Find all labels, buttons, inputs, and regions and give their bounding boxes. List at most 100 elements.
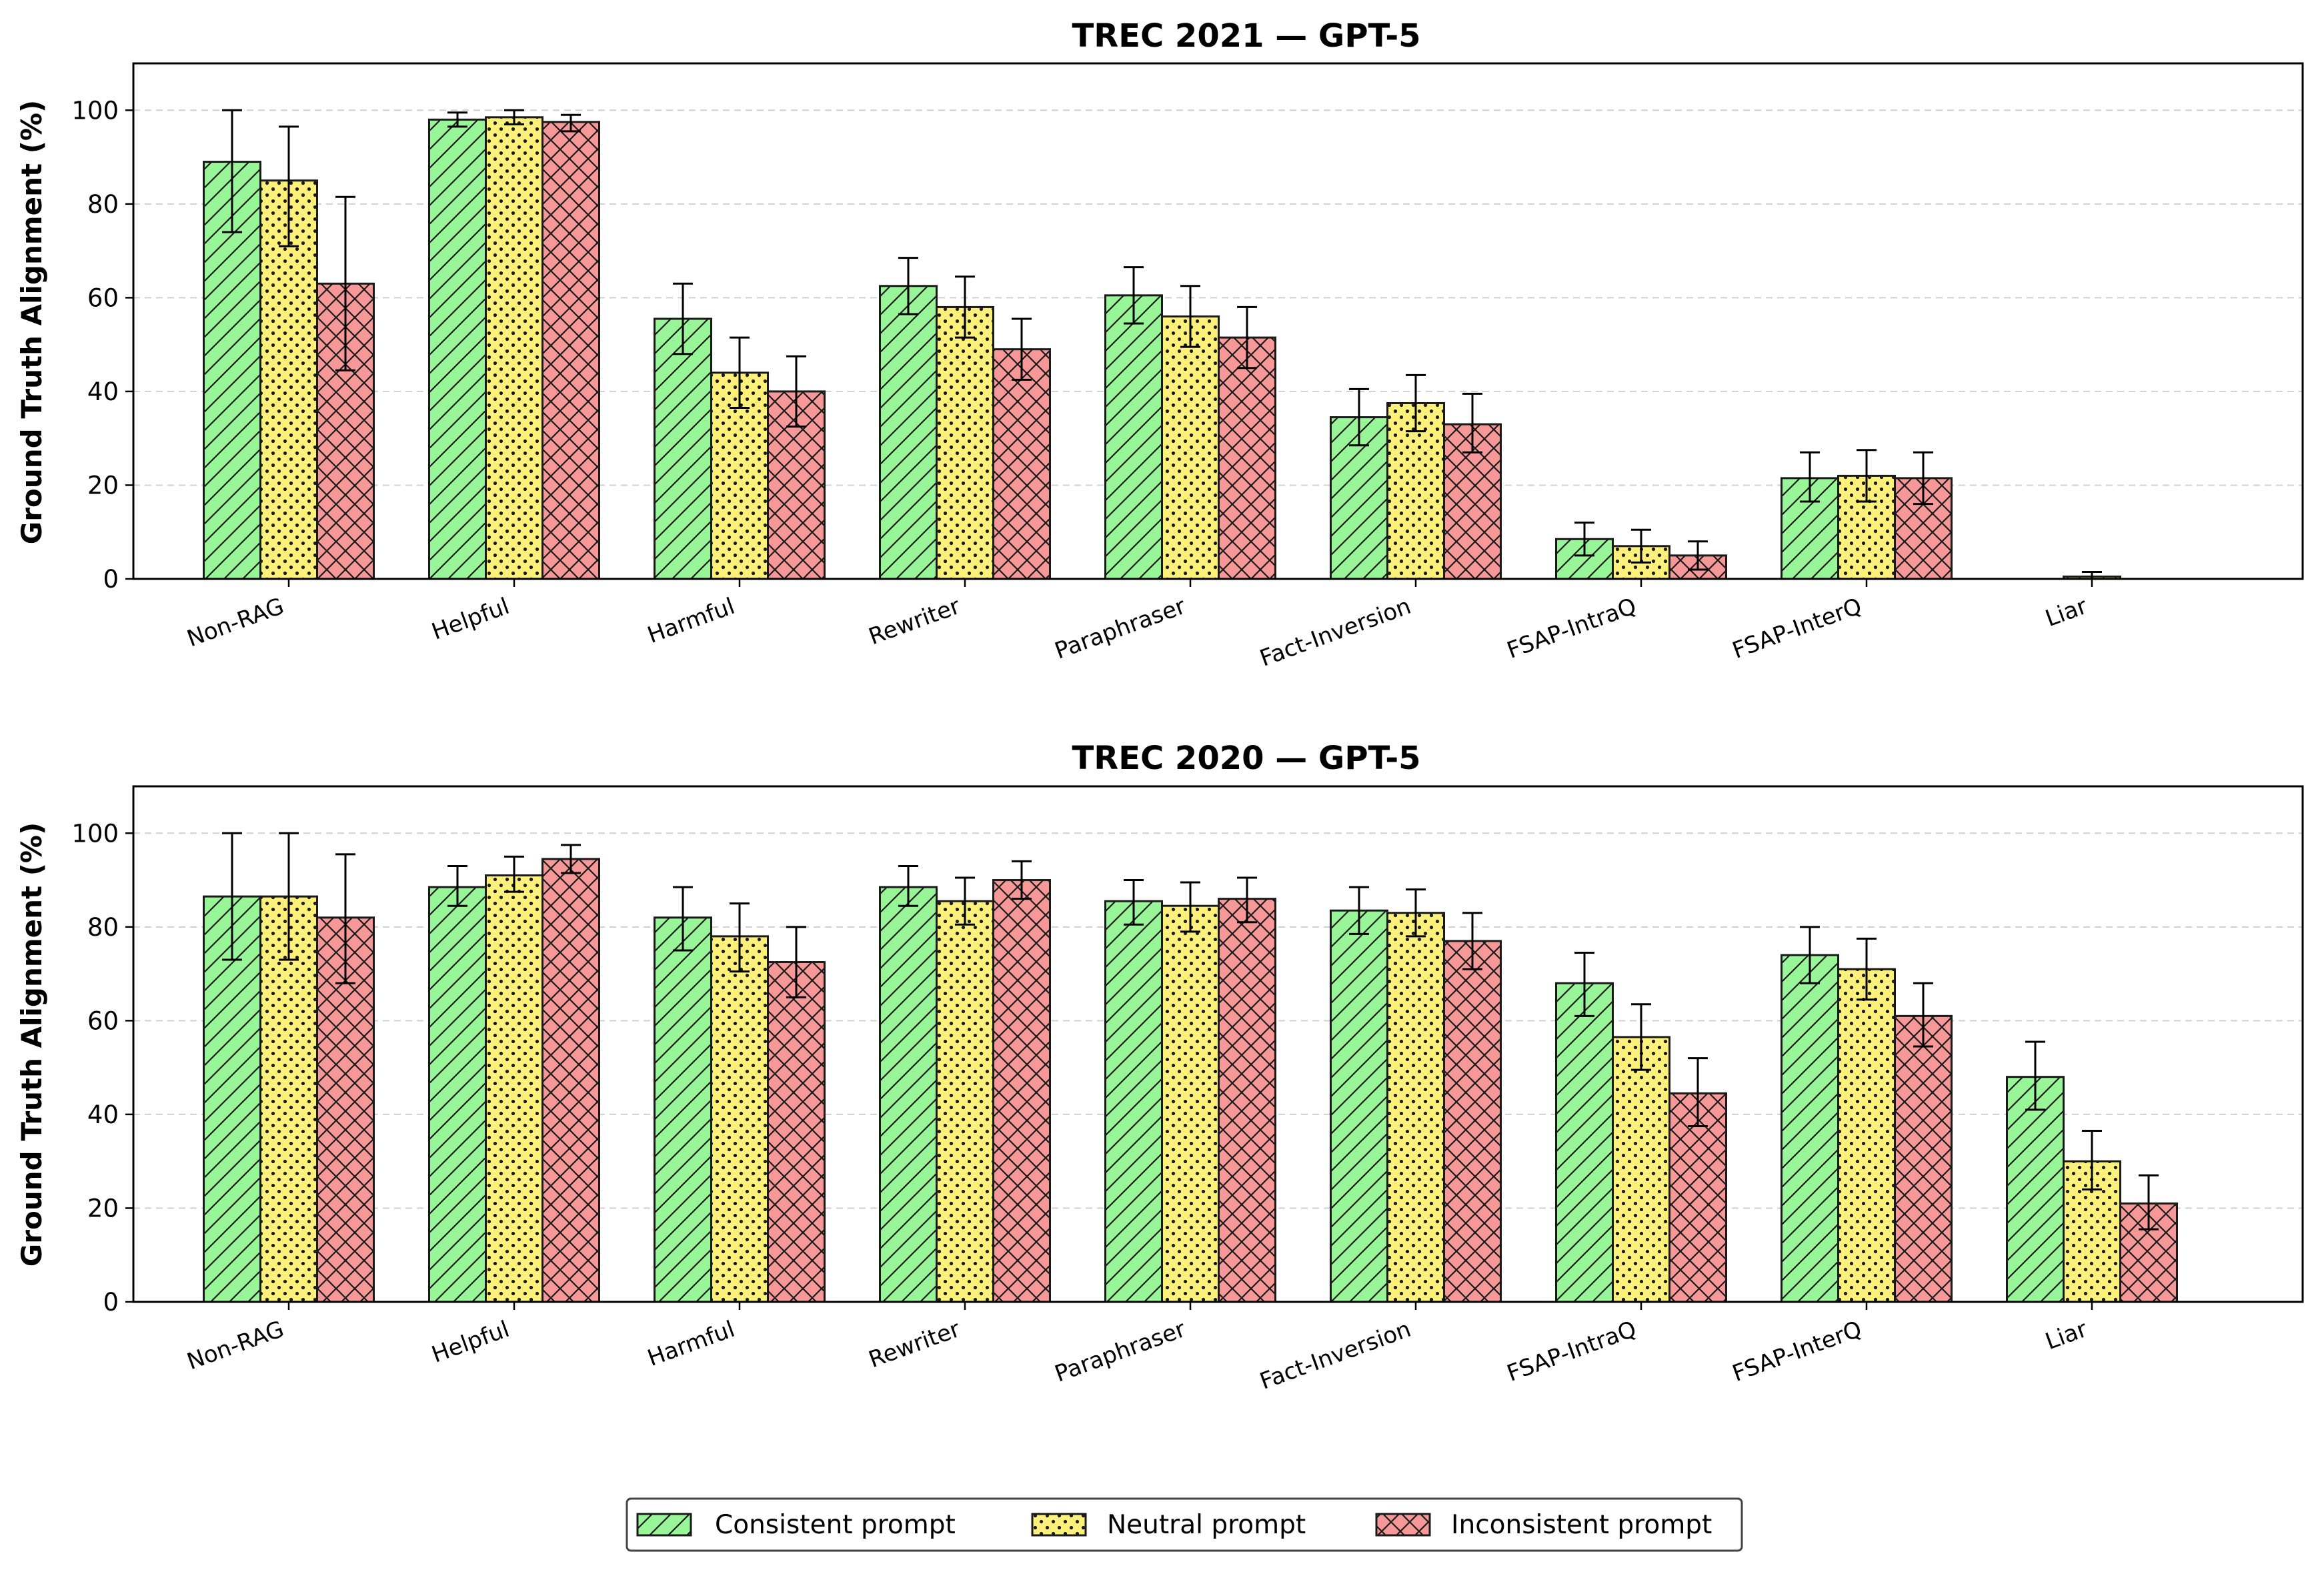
bar-hatch [485,116,543,580]
x-tick-label: Fact-Inversion [1256,593,1414,672]
error-bar-inconsistent [335,853,355,984]
error-bar-neutral [1406,373,1426,433]
error-bar-inconsistent [1913,451,1933,506]
bar-consistent [1330,909,1388,1303]
error-bar-inconsistent [1688,540,1708,571]
bar-inconsistent [767,961,826,1303]
bar-neutral [936,305,994,580]
error-bar-consistent [673,886,693,952]
bar-consistent [879,886,938,1303]
error-bar-inconsistent [786,355,806,428]
error-bar-consistent [222,832,242,961]
error-bar-consistent [447,111,467,128]
bar-hatch [710,935,769,1303]
bar-consistent [203,161,261,580]
error-bar-consistent [222,109,242,233]
error-bar-inconsistent [561,113,581,133]
bar-inconsistent [541,858,600,1303]
x-tick-label: Non-RAG [183,593,287,652]
bar-neutral [1837,968,1896,1303]
bar-hatch [1161,904,1220,1303]
bar-inconsistent [992,348,1051,580]
error-bar-consistent [1349,886,1369,935]
bar-neutral [259,895,318,1303]
error-bar-neutral [504,109,524,125]
x-tick-label: Liar [2042,1316,2091,1355]
bar-neutral [1161,315,1220,580]
plot-frame [132,785,2304,1303]
bar-inconsistent [992,879,1051,1303]
legend: Consistent prompt Neutral prompt Inconsi… [626,1497,1743,1552]
x-tick-label: Helpful [428,593,513,646]
x-tick-label: Paraphraser [1052,593,1190,665]
bar-hatch [541,858,600,1303]
error-bar-inconsistent [1012,860,1032,900]
x-ticks: Non-RAG Helpful Harmful Rewriter Paraphraser… [183,579,2093,672]
bar-consistent [428,118,487,580]
legend-frame [626,1497,1743,1552]
error-bar-neutral [730,336,750,410]
y-tick-label: 80 [87,190,119,219]
bar-hatch [654,317,712,580]
plot-frame [132,62,2304,580]
bar-hatch [2119,1202,2178,1303]
error-bar-inconsistent [561,844,581,874]
x-tick-label: Non-RAG [183,1316,287,1375]
bar-hatch [1837,968,1896,1303]
error-bar-neutral [730,902,750,973]
x-tick-label: Rewriter [866,1316,964,1373]
bar-hatch [1443,940,1502,1303]
bar-inconsistent [1443,423,1502,580]
bar-inconsistent [1443,940,1502,1303]
bar-hatch [1555,982,1614,1303]
bar-consistent [654,916,712,1303]
error-bar-consistent [1349,387,1369,447]
error-bar-consistent [1574,522,1594,557]
error-bar-neutral [279,125,299,247]
error-bar-consistent [1574,951,1594,1017]
plot-area: 0 20 40 60 80 100 Non-RAG Helpful Harmful Rewrit… [71,785,2304,1395]
y-ticks: 0 20 40 60 80 100 [71,96,133,594]
error-bar-neutral [955,275,975,339]
x-tick-label: Paraphraser [1052,1316,1190,1388]
bar-hatch [485,874,543,1303]
error-bars [222,832,2159,1231]
bar-hatch [1612,1036,1670,1303]
y-axis-label: Ground Truth Alignment (%) [15,100,48,544]
error-bar-neutral [1180,285,1200,348]
x-tick-label: Fact-Inversion [1256,1316,1414,1395]
bar-hatch [1104,900,1163,1303]
x-tick-label: Harmful [644,1316,738,1372]
bar-consistent [1104,294,1163,580]
error-bar-neutral [1631,1003,1651,1071]
bar-neutral [936,900,994,1303]
bar-consistent [879,285,938,580]
bar-neutral [710,935,769,1303]
bar-hatch [1894,1014,1953,1303]
bar-neutral [485,116,543,580]
bar-hatch [879,285,938,580]
error-bar-consistent [898,257,918,315]
y-tick-label: 0 [103,1288,119,1317]
bar-neutral [1612,1036,1670,1303]
error-bar-inconsistent [1012,317,1032,381]
error-bar-neutral [504,855,524,893]
bar-hatch [1330,909,1388,1303]
legend-swatch-hatch [1376,1514,1430,1535]
bar-hatch [1161,315,1220,580]
y-tick-label: 40 [87,1100,119,1129]
x-tick-label: Liar [2042,593,2091,632]
y-tick-label: 20 [87,1194,119,1223]
bar-hatch [1104,294,1163,580]
bar-consistent [1104,900,1163,1303]
y-tick-label: 0 [103,565,119,594]
bar-neutral [1161,904,1220,1303]
error-bar-neutral [1857,937,1877,1001]
error-bar-inconsistent [1688,1057,1708,1127]
bar-hatch [1218,898,1276,1303]
bars [203,116,2121,580]
bar-consistent [428,886,487,1303]
legend-label-consistent: Consistent prompt [715,1510,956,1540]
bar-hatch [767,961,826,1303]
x-tick-label: FSAP-IntraQ [1504,593,1640,664]
